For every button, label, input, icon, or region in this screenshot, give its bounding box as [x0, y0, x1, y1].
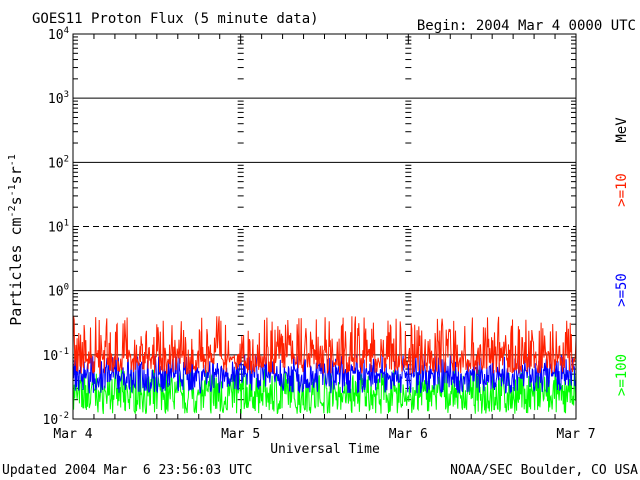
x-axis-label: Universal Time — [270, 442, 380, 457]
x-tick-label: Mar 7 — [556, 427, 595, 442]
x-tick-label: Mar 5 — [221, 427, 260, 442]
y-axis-label-exp-sr: -1 — [7, 154, 18, 166]
y-tick-label: 102 — [48, 154, 69, 171]
series-line — [72, 316, 577, 375]
y-axis-label-exp-cm: -2 — [7, 205, 18, 217]
y-tick-label: 100 — [48, 283, 69, 300]
y-axis-label: Particles cm-2s-1sr-1 — [7, 154, 25, 326]
series-line — [72, 353, 577, 395]
legend-ge10: >=10 — [614, 173, 630, 207]
chart-title: GOES11 Proton Flux (5 minute data) — [32, 11, 319, 27]
series-line — [72, 369, 577, 415]
legend-ge50: >=50 — [614, 273, 630, 307]
begin-label: Begin: 2004 Mar 4 0000 UTC — [417, 18, 636, 34]
y-axis-label-exp-s: -1 — [7, 184, 18, 196]
legend-mev: MeV — [614, 117, 630, 143]
y-tick-label: 10-1 — [43, 347, 70, 364]
footer-credit: NOAA/SEC Boulder, CO USA — [450, 463, 638, 478]
legend-ge100: >=100 — [614, 354, 630, 396]
y-axis-label-s: s — [7, 196, 25, 205]
y-axis-label-sr: sr — [7, 166, 25, 184]
y-tick-label: 101 — [48, 219, 69, 236]
y-tick-label: 104 — [48, 26, 69, 43]
y-axis-label-main: Particles cm — [7, 217, 25, 325]
footer-updated: Updated 2004 Mar 6 23:56:03 UTC — [2, 463, 252, 478]
y-tick-label: 103 — [48, 90, 69, 107]
plot-area: 10-2 10-1 100 101 102 103 104 Mar 4 Mar 5 Mar 6 Ma… — [43, 26, 596, 442]
x-tick-label: Mar 4 — [53, 427, 92, 442]
x-tick-label: Mar 6 — [389, 427, 428, 442]
plot-frame — [72, 33, 577, 420]
y-tick-label: 10-2 — [43, 411, 70, 428]
